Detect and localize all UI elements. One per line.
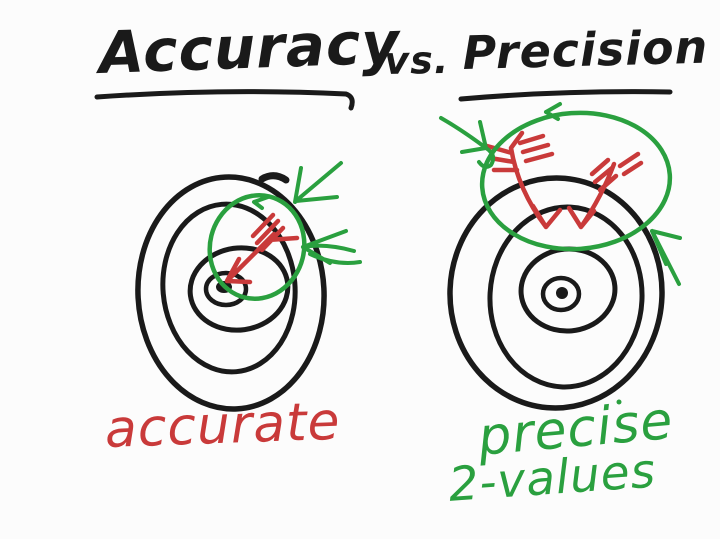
target-left-ring-3 [187,245,291,333]
green-circle-left-tick-icon [252,195,270,210]
green-cluster-circle-right [479,110,673,252]
title-underlines [94,89,673,111]
green-cluster-left [207,161,362,301]
accuracy-underline [94,89,355,111]
red-dart-left [224,212,300,285]
title-word-precision: Precision [461,19,709,80]
red-dart-left-arrow [224,212,300,285]
green-circle-right-tick-icon [544,102,562,121]
label-accurate: accurate [103,391,342,460]
target-right [447,175,665,411]
target-right-ring-inner [540,275,582,313]
target-right-ring-outer [447,175,665,411]
green-arrow-left-diagonal-icon [293,161,343,204]
green-arrow-right-upperleft-icon [439,116,496,169]
target-right-bullseye-dot [556,287,568,299]
precision-underline [458,89,673,102]
red-darts-right [484,130,644,230]
title-word-accuracy: Accuracy [97,8,402,87]
red-dart-right-2 [566,151,644,230]
target-left-rim-mark [258,172,290,184]
red-dart-right-1 [484,130,563,230]
green-arrow-left-horizontal-icon [301,229,362,265]
green-cluster-right [439,102,682,405]
title-word-vs: vs. [383,37,450,83]
green-arrow-right-lowerright-icon [650,229,682,286]
green-ink-speck [616,399,622,405]
target-left-ring-inner [203,270,249,308]
target-right-ring-3 [518,246,618,334]
target-left-ring-outer [135,174,327,412]
label-2-values: 2-values [446,443,658,513]
target-left-ring-2 [160,201,298,375]
